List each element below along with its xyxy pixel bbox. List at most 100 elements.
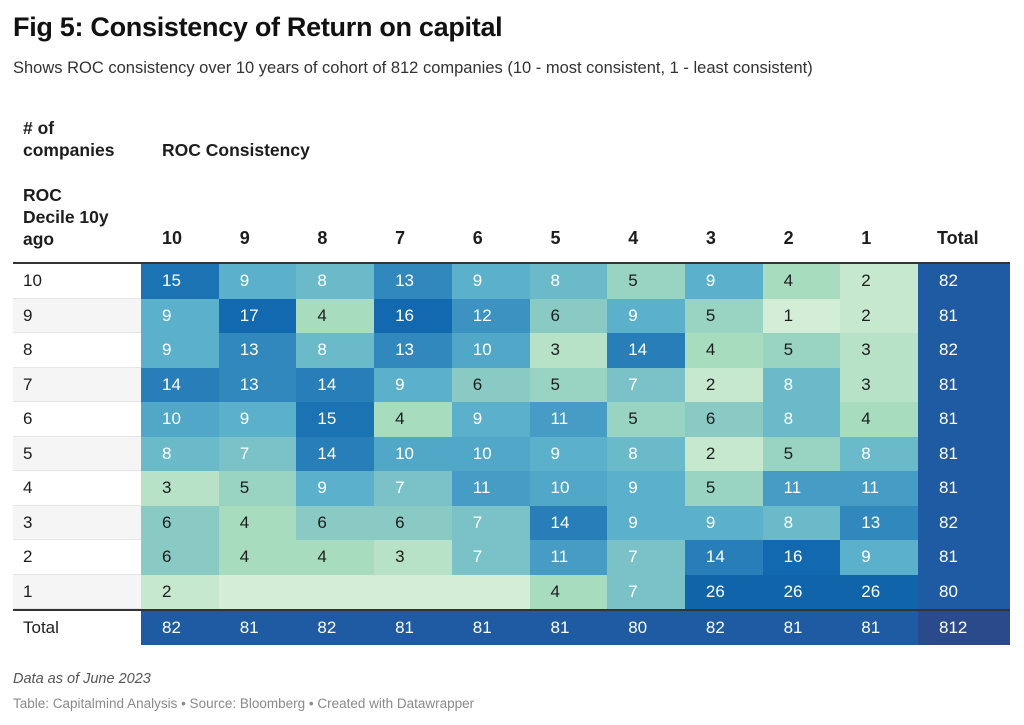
column-header: 7 bbox=[395, 228, 406, 248]
heatmap-cell: 9 bbox=[529, 436, 608, 471]
column-total-cell: 81 bbox=[374, 611, 453, 645]
column-total-cell: 81 bbox=[762, 611, 841, 645]
heatmap-cell: 26 bbox=[840, 574, 919, 609]
corner-header-line: # of bbox=[23, 118, 55, 138]
heatmap-cell: 7 bbox=[607, 367, 686, 402]
table-row: 10 15 9 8 13 9 8 5 9 4 2 82 bbox=[13, 264, 1010, 299]
heatmap-cell: 6 bbox=[374, 505, 453, 540]
heatmap-cell: 2 bbox=[141, 574, 220, 609]
column-total-cell: 82 bbox=[296, 611, 375, 645]
row-total-cell: 82 bbox=[918, 264, 1010, 299]
heatmap-cell: 2 bbox=[684, 436, 764, 471]
heatmap-cell: 26 bbox=[684, 574, 764, 609]
heatmap-cell: 12 bbox=[451, 298, 530, 333]
heatmap-cell: 5 bbox=[607, 402, 686, 437]
heatmap-cell: 7 bbox=[607, 574, 686, 609]
heatmap-cell: 3 bbox=[840, 367, 919, 402]
header-divider bbox=[13, 262, 1010, 264]
row-axis-header-line: ago bbox=[23, 229, 55, 249]
heatmap-cell: 8 bbox=[762, 402, 841, 437]
heatmap-cell: 3 bbox=[374, 540, 453, 575]
heatmap-cell: 3 bbox=[141, 471, 220, 506]
table-row: 3 6 4 6 6 7 14 9 9 8 13 82 bbox=[13, 505, 1010, 540]
heatmap-cell: 8 bbox=[529, 264, 608, 299]
heatmap-cell: 9 bbox=[141, 298, 220, 333]
column-header: 4 bbox=[628, 228, 639, 248]
heatmap-cell: 2 bbox=[840, 298, 919, 333]
heatmap-cell bbox=[451, 574, 530, 609]
heatmap-cell: 14 bbox=[607, 333, 686, 368]
heatmap-cell: 9 bbox=[607, 471, 686, 506]
heatmap-cell: 9 bbox=[684, 505, 764, 540]
heatmap-cell: 13 bbox=[374, 264, 453, 299]
corner-header-top: # of companies bbox=[23, 117, 114, 161]
heatmap-cell: 5 bbox=[684, 471, 764, 506]
column-total-cell: 81 bbox=[451, 611, 530, 645]
row-total-cell: 81 bbox=[918, 540, 1010, 575]
heatmap-cell: 9 bbox=[218, 264, 297, 299]
row-total-cell: 82 bbox=[918, 333, 1010, 368]
row-total-cell: 81 bbox=[918, 436, 1010, 471]
heatmap-cell: 9 bbox=[684, 264, 764, 299]
heatmap-cell: 5 bbox=[762, 333, 841, 368]
heatmap-cell: 8 bbox=[296, 264, 375, 299]
column-total-cell: 81 bbox=[529, 611, 608, 645]
heatmap-cell: 26 bbox=[762, 574, 841, 609]
heatmap-cell: 13 bbox=[218, 333, 297, 368]
row-total-cell: 81 bbox=[918, 298, 1010, 333]
heatmap-cell: 13 bbox=[218, 367, 297, 402]
heatmap-cell: 10 bbox=[374, 436, 453, 471]
column-header-total: Total bbox=[937, 228, 979, 248]
heatmap-cell: 2 bbox=[840, 264, 919, 299]
row-label: 3 bbox=[13, 505, 141, 540]
heatmap-cell: 16 bbox=[762, 540, 841, 575]
total-divider bbox=[13, 609, 1010, 611]
heatmap-cell: 9 bbox=[451, 402, 530, 437]
row-total-cell: 81 bbox=[918, 367, 1010, 402]
heatmap-cell: 5 bbox=[684, 298, 764, 333]
table-row: 5 8 7 14 10 10 9 8 2 5 8 81 bbox=[13, 436, 1010, 471]
table-row: 2 6 4 4 3 7 11 7 14 16 9 81 bbox=[13, 540, 1010, 575]
column-total-cell: 82 bbox=[141, 611, 220, 645]
row-label: 6 bbox=[13, 402, 141, 437]
table-row: 7 14 13 14 9 6 5 7 2 8 3 81 bbox=[13, 367, 1010, 402]
heatmap-cell: 5 bbox=[607, 264, 686, 299]
heatmap-cell: 11 bbox=[762, 471, 841, 506]
column-header: 6 bbox=[472, 228, 483, 248]
heatmap-cell: 8 bbox=[141, 436, 220, 471]
row-total-cell: 81 bbox=[918, 471, 1010, 506]
grand-total-cell: 812 bbox=[918, 611, 1010, 645]
column-header: 9 bbox=[239, 228, 250, 248]
heatmap-cell: 8 bbox=[762, 505, 841, 540]
chart-title: Fig 5: Consistency of Return on capital bbox=[13, 12, 503, 42]
heatmap-cell: 8 bbox=[607, 436, 686, 471]
row-label: 7 bbox=[13, 367, 141, 402]
column-header: 3 bbox=[705, 228, 716, 248]
source-credit: Table: Capitalmind Analysis • Source: Bl… bbox=[13, 696, 475, 711]
row-total-cell: 82 bbox=[918, 505, 1010, 540]
heatmap-cell: 15 bbox=[141, 264, 220, 299]
row-label: Total bbox=[13, 611, 141, 645]
total-row: Total 82 81 82 81 81 81 80 82 81 81 812 bbox=[13, 611, 1010, 645]
heatmap-cell: 2 bbox=[684, 367, 764, 402]
column-header: 1 bbox=[861, 228, 872, 248]
heatmap-cell bbox=[374, 574, 453, 609]
heatmap-cell: 10 bbox=[451, 333, 530, 368]
heatmap-cell: 8 bbox=[762, 367, 841, 402]
table-row: 1 2 4 7 26 26 26 80 bbox=[13, 574, 1010, 609]
heatmap-cell bbox=[296, 574, 375, 609]
table-row: 6 10 9 15 4 9 11 5 6 8 4 81 bbox=[13, 402, 1010, 437]
heatmap-cell: 4 bbox=[218, 505, 297, 540]
heatmap-cell: 11 bbox=[529, 540, 608, 575]
data-date-note: Data as of June 2023 bbox=[13, 671, 151, 687]
heatmap-cell: 9 bbox=[374, 367, 453, 402]
heatmap-cell: 14 bbox=[684, 540, 764, 575]
heatmap-cell bbox=[218, 574, 297, 609]
heatmap-cell: 9 bbox=[451, 264, 530, 299]
heatmap-cell: 14 bbox=[296, 367, 375, 402]
heatmap-cell: 6 bbox=[684, 402, 764, 437]
heatmap-cell: 6 bbox=[296, 505, 375, 540]
chart-subtitle: Shows ROC consistency over 10 years of c… bbox=[13, 59, 813, 77]
heatmap-cell: 4 bbox=[529, 574, 608, 609]
heatmap-cell: 14 bbox=[296, 436, 375, 471]
